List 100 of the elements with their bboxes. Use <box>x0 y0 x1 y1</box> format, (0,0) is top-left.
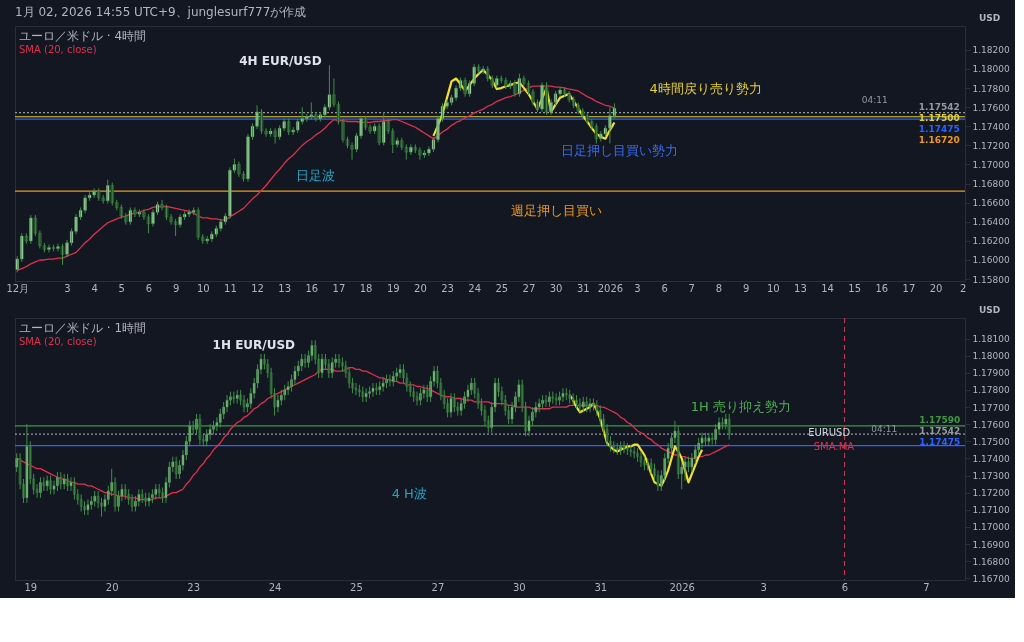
candlestick <box>704 432 707 447</box>
candlestick <box>585 396 588 413</box>
ref-line-label: 1.17590 <box>919 414 961 425</box>
y-axis-title: USD <box>978 304 1001 315</box>
x-tick-label: 3 <box>634 282 641 294</box>
x-tick-label: 2 <box>960 282 967 294</box>
candlestick <box>375 382 378 396</box>
candlestick <box>612 440 616 454</box>
chart-subtitle: ユーロ／米ドル · 4時間 <box>19 29 147 43</box>
annotation: 週足押し目買い <box>511 202 602 218</box>
ref-line-label: 1.17475 <box>918 123 960 134</box>
y-tick-label: 1.15800 <box>972 274 1010 285</box>
annotation: 04:11 <box>871 424 898 435</box>
x-tick-label: 20 <box>414 282 427 294</box>
x-tick-label: 19 <box>24 581 38 593</box>
candlestick <box>615 442 619 456</box>
y-tick-label: 1.18000 <box>972 64 1010 75</box>
candlestick <box>62 473 66 490</box>
y-tick-label: 1.18000 <box>972 351 1010 362</box>
y-tick-label: 1.17800 <box>972 385 1010 396</box>
y-tick-label: 1.17000 <box>972 159 1010 170</box>
candlestick <box>646 457 650 471</box>
x-tick-label: 30 <box>512 581 526 593</box>
candlestick <box>537 397 541 413</box>
candlestick <box>232 391 236 405</box>
text: SMA (20, close) <box>19 336 97 347</box>
candlestick <box>303 353 307 369</box>
y-axis-title: USD <box>978 12 1001 23</box>
y-tick-label: 1.18100 <box>972 334 1010 345</box>
candlestick <box>626 442 629 456</box>
x-tick-label: 19 <box>386 282 400 294</box>
y-tick-label: 1.16400 <box>972 217 1010 228</box>
x-tick-label: 15 <box>848 282 862 294</box>
x-tick-label: 31 <box>594 581 608 593</box>
candlestick <box>173 218 178 237</box>
x-tick-label: 13 <box>794 282 807 294</box>
y-tick-label: 1.17200 <box>972 488 1010 499</box>
annotation: 日足波 <box>295 168 335 184</box>
text: 1月 02, 2026 14:55 UTC+9、junglesurf777が作成 <box>15 5 307 19</box>
candlestick <box>164 204 169 221</box>
candlestick <box>622 440 626 454</box>
candlestick <box>517 73 522 98</box>
x-tick-label: 9 <box>172 282 180 294</box>
y-tick-label: 1.17300 <box>972 471 1010 482</box>
candlestick <box>568 389 571 405</box>
x-tick-label: 12月 <box>6 282 30 294</box>
candlestick <box>558 391 561 406</box>
chart-subtitle: ユーロ／米ドル · 1時間 <box>19 321 147 335</box>
x-tick-label: 18 <box>359 282 373 294</box>
y-tick-label: 1.16800 <box>972 556 1010 567</box>
y-tick-label: 1.17600 <box>972 102 1010 113</box>
candlestick <box>619 440 622 456</box>
x-tick-label: 23 <box>441 282 454 294</box>
y-tick-label: 1.17200 <box>972 140 1010 151</box>
candlestick <box>551 391 555 405</box>
ref-line-label: 1.17475 <box>919 436 961 447</box>
annotation: 1H 売り抑え勢力 <box>690 399 791 415</box>
candlestick <box>565 387 568 401</box>
x-tick-label: 8 <box>715 282 723 294</box>
x-tick-label: 30 <box>549 282 563 294</box>
candlestick <box>146 213 151 234</box>
candlestick <box>544 394 548 408</box>
x-tick-label: 27 <box>431 581 445 593</box>
candlestick <box>144 492 147 507</box>
candlestick <box>147 492 151 507</box>
candlestick <box>368 386 371 399</box>
candlestick <box>259 108 264 135</box>
candlestick <box>235 389 239 405</box>
x-tick-label: 13 <box>278 282 292 294</box>
x-tick-label: 10 <box>766 282 780 294</box>
x-tick-label: 2026 <box>669 581 695 593</box>
candlestick <box>174 456 178 480</box>
x-tick-label: 9 <box>742 282 750 294</box>
x-tick-label: 12 <box>251 282 264 294</box>
x-tick-label: 6 <box>661 282 668 294</box>
annotation: 04:11 <box>861 94 888 105</box>
x-tick-label: 24 <box>268 581 282 593</box>
x-tick-label: 23 <box>187 581 200 593</box>
candlestick <box>381 377 385 393</box>
x-tick-label: 10 <box>196 282 210 294</box>
candlestick <box>548 391 551 408</box>
x-tick-label: 5 <box>118 282 125 294</box>
candlestick <box>707 432 711 447</box>
annotation: 日足押し目買い勢力 <box>560 142 678 158</box>
y-tick-label: 1.17600 <box>972 419 1010 430</box>
candlestick <box>588 397 592 413</box>
candlestick <box>643 456 646 471</box>
ref-line-label: 1.16720 <box>918 134 960 145</box>
y-tick-label: 1.16800 <box>972 179 1010 190</box>
y-tick-label: 1.17800 <box>972 83 1010 94</box>
candlestick <box>385 374 388 389</box>
y-tick-label: 1.17100 <box>972 505 1010 516</box>
candlestick <box>544 81 549 116</box>
x-tick-label: 6 <box>145 282 153 294</box>
annotation: 4 H波 <box>391 485 427 501</box>
x-tick-label: 25 <box>350 581 363 593</box>
x-tick-label: 20 <box>929 282 943 294</box>
candlestick <box>93 490 96 507</box>
x-tick-label: 2026 <box>597 282 624 294</box>
y-tick-label: 1.16900 <box>972 539 1010 550</box>
